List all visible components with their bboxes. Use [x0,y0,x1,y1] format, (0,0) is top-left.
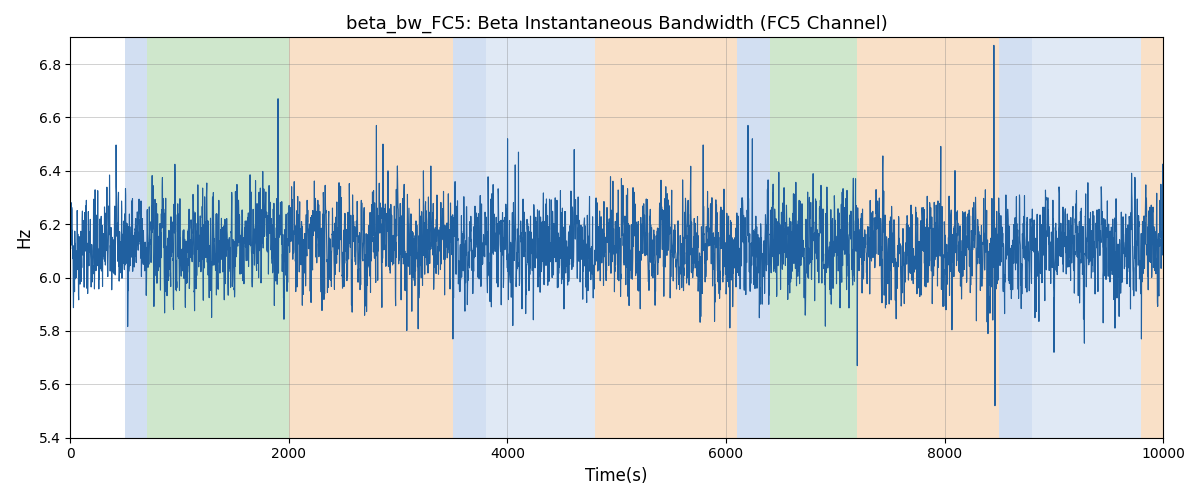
X-axis label: Time(s): Time(s) [586,467,648,485]
Bar [769,38,857,438]
Title: beta_bw_FC5: Beta Instantaneous Bandwidth (FC5 Channel): beta_bw_FC5: Beta Instantaneous Bandwidt… [346,15,888,34]
Bar [595,38,737,438]
Bar [452,38,486,438]
Bar [146,38,289,438]
Bar [737,38,769,438]
Bar [1000,38,1032,438]
Y-axis label: Hz: Hz [14,227,32,248]
Bar [1141,38,1174,438]
Bar [125,38,146,438]
Bar [857,38,1000,438]
Bar [289,38,452,438]
Bar [486,38,595,438]
Bar [1032,38,1141,438]
